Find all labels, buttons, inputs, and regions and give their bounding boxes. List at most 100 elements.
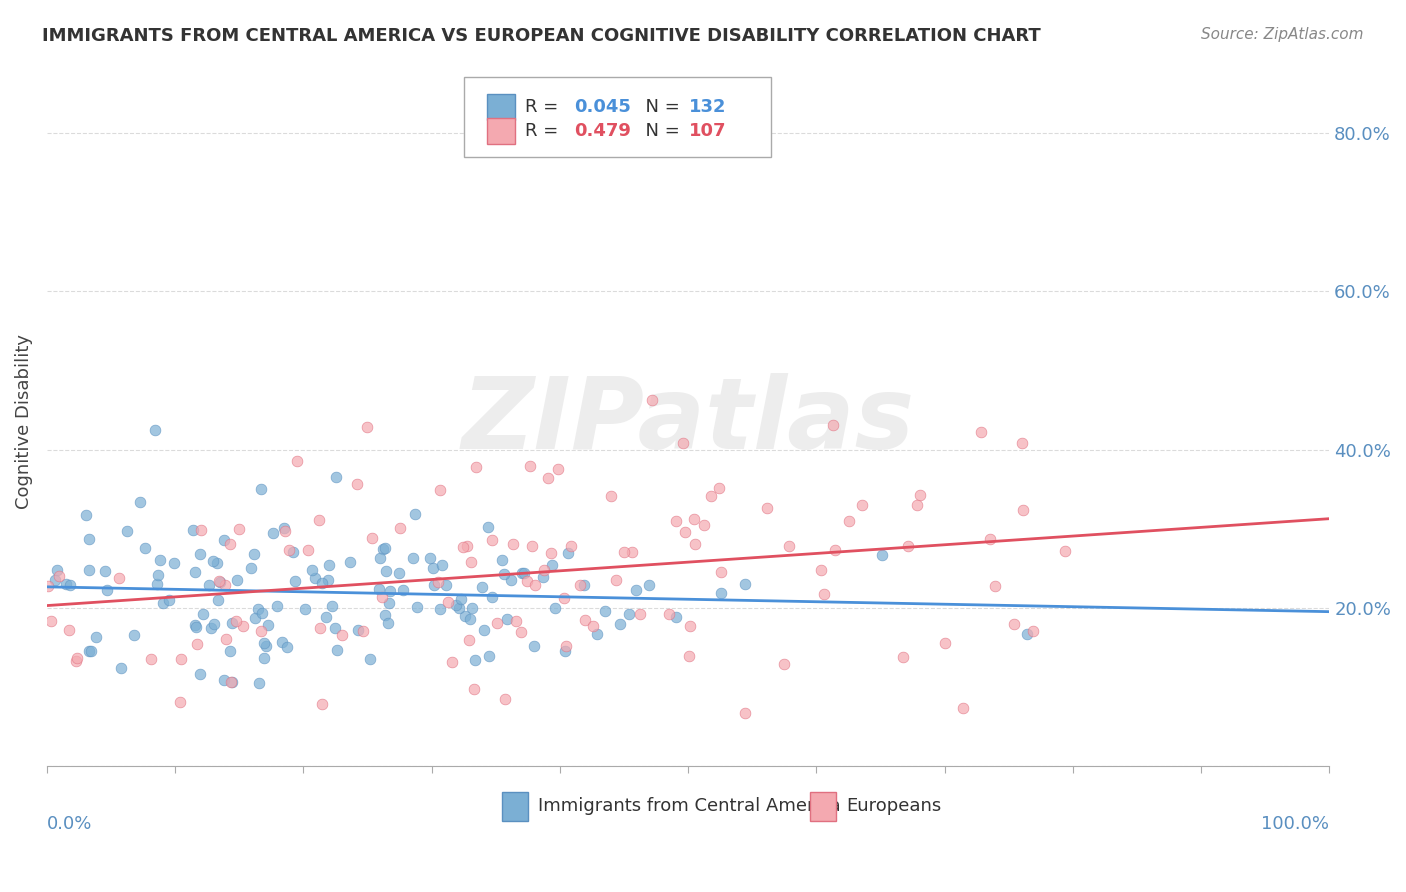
Point — [149, 552, 172, 566]
Point — [1012, 503, 1035, 517]
Point — [423, 577, 446, 591]
Point — [734, 706, 756, 720]
Point — [609, 617, 631, 632]
Point — [456, 539, 478, 553]
Point — [494, 692, 516, 706]
Point — [1015, 626, 1038, 640]
Point — [201, 554, 224, 568]
Point — [207, 593, 229, 607]
Point — [271, 635, 294, 649]
Point — [139, 652, 162, 666]
Point — [316, 573, 339, 587]
Point — [44, 573, 66, 587]
Point — [308, 513, 330, 527]
Point — [59, 577, 82, 591]
Point — [294, 602, 316, 616]
Point — [212, 533, 235, 547]
FancyBboxPatch shape — [502, 792, 527, 822]
Point — [371, 591, 394, 605]
Point — [309, 621, 332, 635]
Point — [163, 557, 186, 571]
Point — [221, 674, 243, 689]
Point — [683, 537, 706, 551]
Point — [477, 519, 499, 533]
Point — [283, 545, 305, 559]
Point — [519, 458, 541, 473]
Point — [311, 698, 333, 712]
Point — [838, 514, 860, 528]
Point — [460, 555, 482, 569]
Point — [979, 533, 1001, 547]
Point — [813, 587, 835, 601]
Point — [214, 578, 236, 592]
Point — [377, 616, 399, 631]
Point — [419, 550, 441, 565]
Point — [208, 574, 231, 588]
Point — [368, 582, 391, 597]
Text: N =: N = — [634, 122, 686, 140]
Point — [205, 556, 228, 570]
Point — [851, 498, 873, 512]
Point — [148, 567, 170, 582]
Point — [96, 583, 118, 598]
Point — [665, 514, 688, 528]
Point — [934, 636, 956, 650]
Point — [523, 639, 546, 653]
Point — [427, 575, 450, 590]
Point — [65, 654, 87, 668]
FancyBboxPatch shape — [810, 792, 835, 822]
Point — [540, 546, 562, 560]
Point — [496, 611, 519, 625]
Point — [77, 532, 100, 546]
Point — [478, 648, 501, 663]
Point — [245, 611, 267, 625]
Text: Immigrants from Central America: Immigrants from Central America — [538, 797, 841, 814]
Point — [181, 523, 204, 537]
Point — [200, 621, 222, 635]
Point — [1053, 543, 1076, 558]
Point — [297, 542, 319, 557]
Point — [512, 566, 534, 581]
Point — [502, 537, 524, 551]
Text: 0.0%: 0.0% — [46, 814, 93, 832]
Point — [143, 423, 166, 437]
Point — [560, 539, 582, 553]
Point — [188, 666, 211, 681]
Point — [678, 649, 700, 664]
Point — [734, 576, 756, 591]
Point — [84, 631, 107, 645]
Point — [617, 607, 640, 621]
Point — [509, 625, 531, 640]
Point — [374, 541, 396, 555]
Point — [170, 652, 193, 666]
Text: R =: R = — [526, 122, 564, 140]
Point — [122, 628, 145, 642]
Point — [184, 620, 207, 634]
Point — [247, 675, 270, 690]
Point — [77, 644, 100, 658]
Point — [257, 617, 280, 632]
Point — [169, 695, 191, 709]
Point — [65, 650, 87, 665]
Point — [374, 565, 396, 579]
Point — [554, 639, 576, 653]
Point — [513, 566, 536, 580]
Point — [621, 544, 644, 558]
Point — [481, 533, 503, 548]
Point — [262, 525, 284, 540]
Point — [284, 574, 307, 588]
FancyBboxPatch shape — [464, 78, 772, 157]
Point — [665, 609, 688, 624]
Point — [952, 701, 974, 715]
Y-axis label: Cognitive Disability: Cognitive Disability — [15, 334, 32, 509]
Point — [593, 604, 616, 618]
Point — [250, 482, 273, 496]
Point — [970, 425, 993, 440]
Point — [582, 619, 605, 633]
Point — [824, 543, 846, 558]
Point — [434, 578, 457, 592]
FancyBboxPatch shape — [486, 118, 515, 145]
Point — [208, 574, 231, 589]
Point — [458, 612, 481, 626]
Point — [249, 624, 271, 638]
